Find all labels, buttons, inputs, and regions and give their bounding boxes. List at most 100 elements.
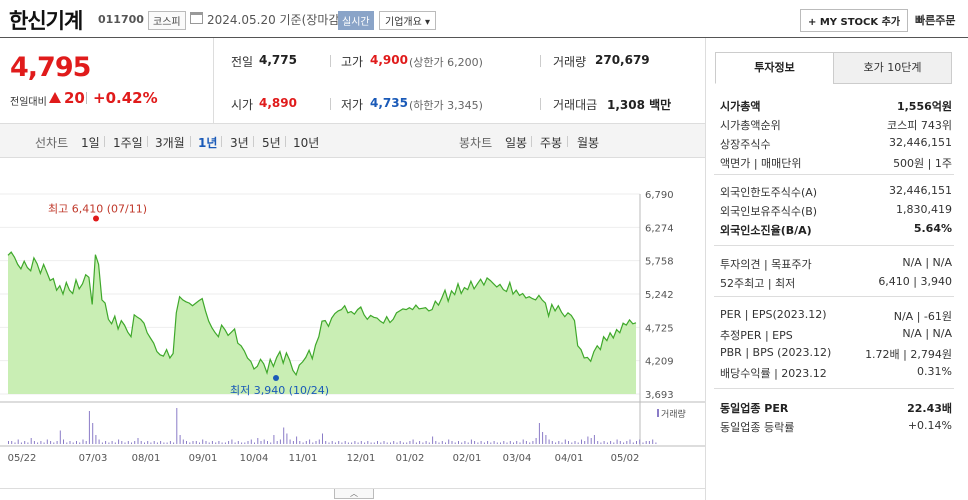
y-tick-label: 6,790 bbox=[645, 190, 674, 201]
tab-quote-10[interactable]: 호가 10단계 bbox=[833, 52, 952, 84]
volume-bar bbox=[445, 442, 446, 444]
volume-bar bbox=[137, 438, 139, 444]
volume-bar bbox=[513, 442, 514, 444]
amount-label: 거래대금 bbox=[553, 98, 598, 112]
x-tick-label: 08/01 bbox=[132, 453, 161, 464]
volume-bar bbox=[331, 441, 333, 444]
volume-bar bbox=[114, 442, 116, 444]
candle-chart-label: 봉차트 bbox=[459, 136, 493, 150]
volume-bar bbox=[616, 439, 618, 444]
company-overview-dropdown[interactable]: 기업개요 ▾ bbox=[379, 11, 436, 30]
volume-bar bbox=[377, 441, 378, 444]
lower-limit: (하한가 3,345) bbox=[409, 99, 483, 112]
volume-bar bbox=[14, 442, 16, 444]
volume-bar bbox=[283, 427, 285, 444]
volume-bar bbox=[322, 433, 323, 444]
x-tick-label: 01/02 bbox=[396, 453, 425, 464]
volume-bar bbox=[85, 441, 87, 444]
volume-bar bbox=[390, 442, 391, 444]
volume-bar bbox=[399, 441, 401, 444]
period-1y[interactable]: 1년 bbox=[198, 136, 218, 150]
divider bbox=[714, 388, 954, 389]
divider bbox=[221, 136, 222, 147]
info-row: 동일업종 PER 22.43배 bbox=[720, 398, 952, 417]
volume-bar bbox=[105, 441, 107, 444]
realtime-button[interactable]: 실시간 bbox=[338, 11, 374, 30]
volume-bar bbox=[17, 439, 19, 444]
volume-bar bbox=[202, 439, 204, 444]
period-5y[interactable]: 5년 bbox=[262, 136, 281, 150]
volume-bar bbox=[305, 441, 307, 444]
volume-bar bbox=[487, 441, 489, 444]
period-3m[interactable]: 3개월 bbox=[155, 136, 185, 150]
volume-bar bbox=[458, 441, 459, 444]
volume-bar bbox=[477, 442, 479, 444]
volume-bar bbox=[224, 442, 226, 444]
volume-bar bbox=[221, 442, 223, 444]
volume-bar bbox=[292, 441, 294, 444]
volume-bar bbox=[386, 442, 388, 444]
info-value: 0.31% bbox=[917, 365, 952, 378]
collapse-chart-button[interactable]: ︿ bbox=[334, 489, 374, 499]
volume-bar bbox=[522, 439, 524, 444]
volume-bar bbox=[108, 442, 110, 444]
volume-bar bbox=[655, 442, 657, 444]
volume-bar bbox=[127, 441, 129, 444]
volume-bar bbox=[493, 441, 495, 444]
volume-bar bbox=[199, 442, 200, 444]
volume-bar bbox=[590, 438, 592, 444]
volume-bar bbox=[574, 441, 576, 444]
volume-bar bbox=[564, 439, 566, 444]
info-row: 시가총액 1,556억원 bbox=[720, 96, 952, 115]
x-tick-label: 02/01 bbox=[453, 453, 482, 464]
y-tick-label: 4,725 bbox=[645, 323, 674, 334]
volume-bar bbox=[451, 441, 453, 444]
info-label: 외국인보유주식수(B) bbox=[720, 205, 818, 218]
volume-value: 270,679 bbox=[595, 53, 650, 67]
volume-bar bbox=[467, 442, 469, 444]
volume-bar bbox=[438, 442, 440, 444]
prev-label: 전일 bbox=[231, 55, 254, 69]
volume-bar bbox=[79, 442, 81, 444]
period-3y[interactable]: 3년 bbox=[230, 136, 249, 150]
price-change-pct: +0.42% bbox=[93, 89, 158, 107]
volume-bar bbox=[402, 442, 404, 444]
volume-bar bbox=[347, 442, 349, 444]
volume-bar bbox=[234, 442, 236, 444]
info-row: PBR | BPS (2023.12) 1.72배 | 2,794원 bbox=[720, 344, 952, 363]
volume-bar bbox=[551, 441, 553, 444]
volume-bar bbox=[33, 441, 35, 444]
volume-bar bbox=[357, 442, 359, 444]
x-tick-label: 04/01 bbox=[555, 453, 584, 464]
volume-bar bbox=[118, 439, 120, 444]
divider bbox=[330, 55, 331, 67]
info-value: 22.43배 bbox=[907, 402, 952, 415]
stock-name: 한신기계 bbox=[9, 9, 83, 33]
volume-bar bbox=[396, 442, 398, 444]
volume-bar bbox=[276, 441, 278, 444]
period-10y[interactable]: 10년 bbox=[293, 136, 320, 150]
quick-order-link[interactable]: 빠른주문 bbox=[915, 14, 956, 27]
candle-daily[interactable]: 일봉 bbox=[505, 136, 528, 150]
volume-bar bbox=[432, 436, 434, 444]
volume-bar bbox=[11, 441, 13, 444]
volume-bar bbox=[163, 442, 165, 444]
info-label: PBR | BPS (2023.12) bbox=[720, 346, 832, 359]
divider bbox=[714, 296, 954, 297]
divider bbox=[567, 136, 568, 147]
period-1d[interactable]: 1일 bbox=[81, 136, 100, 150]
volume-bar bbox=[56, 441, 58, 444]
tab-invest-info[interactable]: 투자정보 bbox=[715, 52, 834, 84]
volume-bar bbox=[393, 441, 395, 444]
x-tick-label: 05/22 bbox=[8, 453, 37, 464]
info-value: 5.64% bbox=[913, 222, 952, 235]
candle-weekly[interactable]: 주봉 bbox=[540, 136, 563, 150]
volume-bar bbox=[134, 441, 136, 444]
candle-monthly[interactable]: 월봉 bbox=[577, 136, 600, 150]
period-1w[interactable]: 1주일 bbox=[113, 136, 143, 150]
volume-bar bbox=[577, 442, 579, 444]
add-mystock-button[interactable]: + MY STOCK 추가 bbox=[800, 9, 909, 32]
volume-bar bbox=[561, 442, 563, 444]
volume-bar bbox=[529, 442, 531, 444]
volume-bar bbox=[360, 441, 362, 444]
